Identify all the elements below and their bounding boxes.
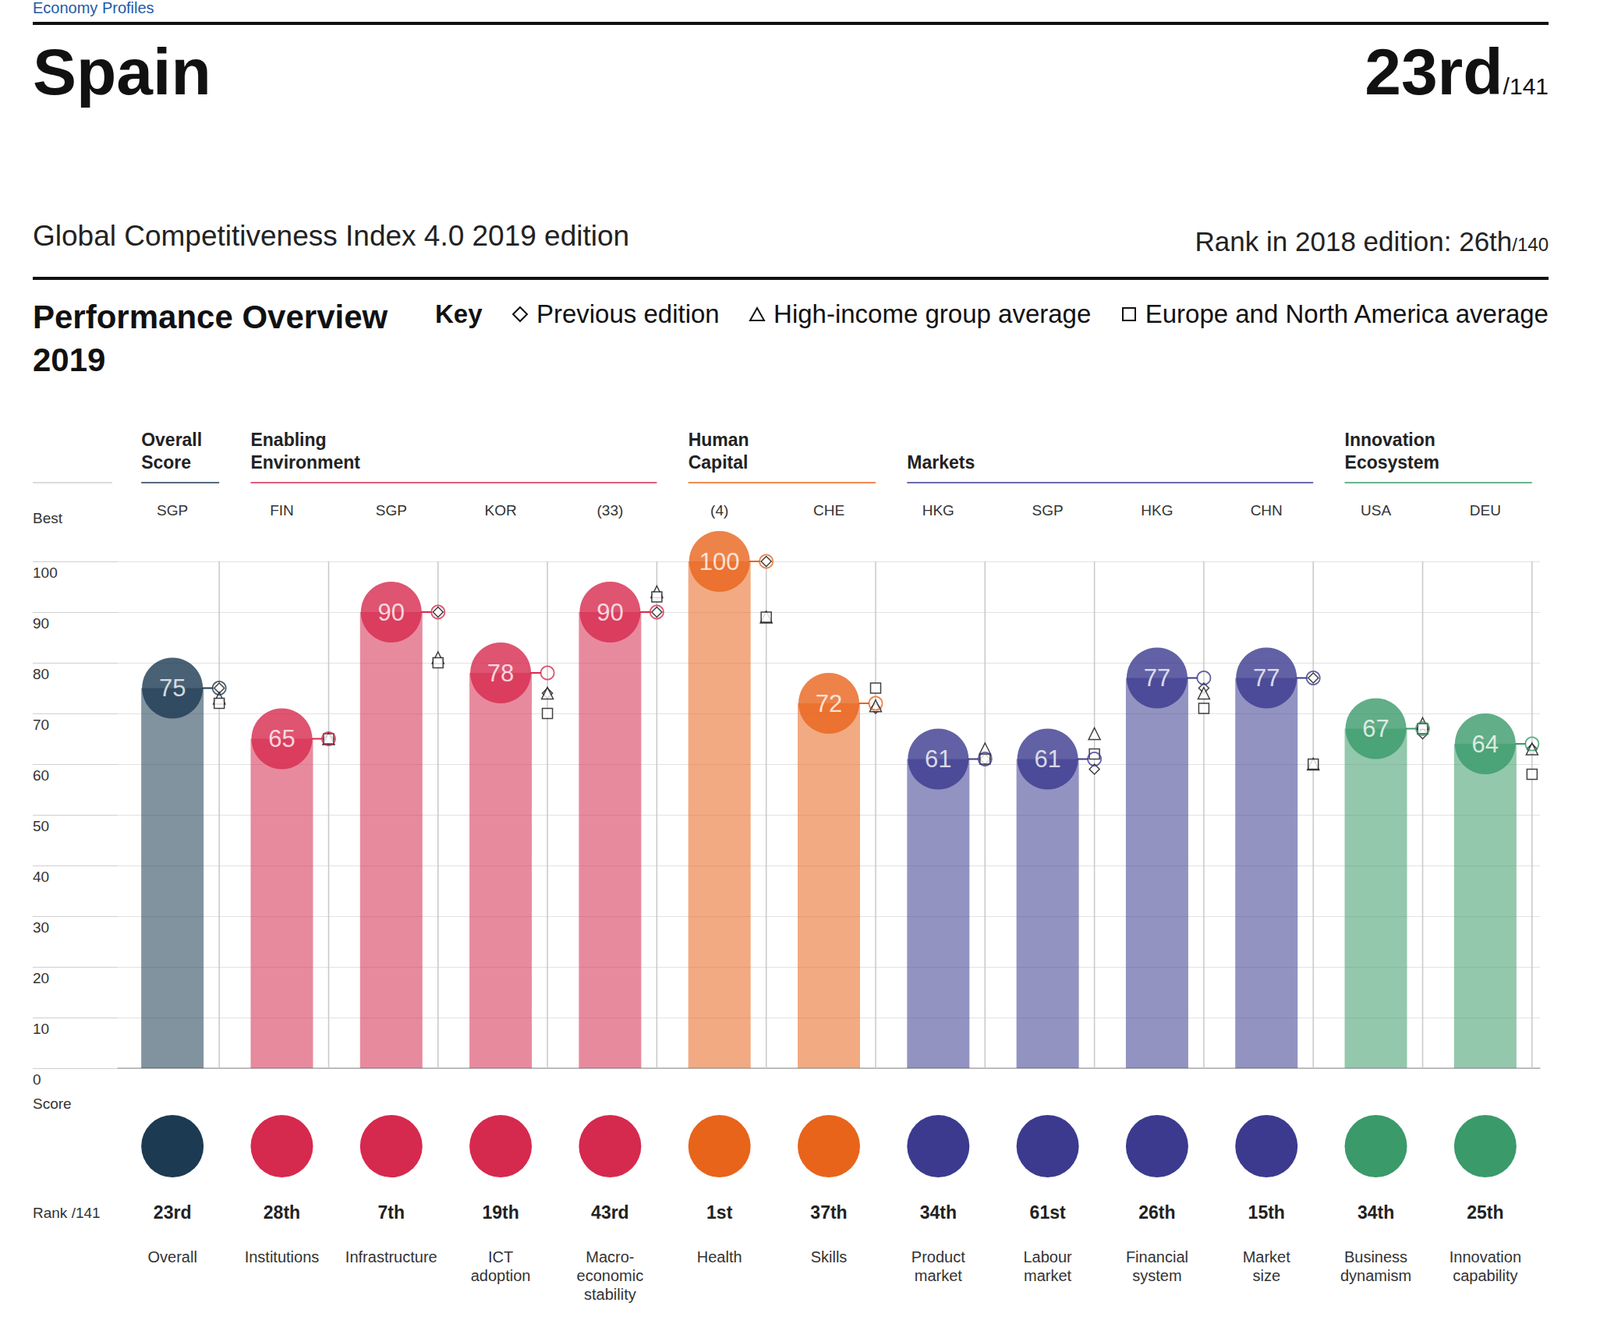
svg-text:size: size [1252,1267,1281,1285]
svg-text:67: 67 [1362,715,1389,743]
svg-text:20: 20 [32,969,50,987]
html-text:23rd: 23rd [1364,35,1504,109]
svg-text:60: 60 [32,767,50,784]
svg-text:28th: 28th [263,1202,301,1223]
svg-text:Market: Market [1242,1248,1292,1266]
svg-text:Product: Product [911,1248,966,1266]
svg-text:Score: Score [141,452,192,473]
svg-text:Rank /141: Rank /141 [32,1204,101,1222]
svg-text:0: 0 [32,1071,42,1088]
svg-text:1st: 1st [706,1202,733,1223]
svg-text:SGP: SGP [375,502,408,519]
svg-text:stability: stability [584,1285,637,1303]
svg-text:15th: 15th [1248,1202,1285,1223]
html-text:Performance Overview 2019: Performance Overview 2019 [32,298,388,378]
svg-text:61st: 61st [1030,1202,1066,1223]
svg-text:10: 10 [32,1020,50,1038]
svg-text:Financial: Financial [1125,1248,1189,1266]
svg-text:23rd: 23rd [153,1202,192,1223]
svg-text:90: 90 [32,615,50,632]
svg-text:50: 50 [32,817,50,835]
svg-text:Innovation: Innovation [1345,429,1436,450]
svg-text:Score: Score [32,1095,72,1112]
svg-text:Human: Human [688,429,750,450]
svg-text:Ecosystem: Ecosystem [1345,452,1440,473]
svg-text:FIN: FIN [269,502,294,519]
svg-text:Capital: Capital [688,452,749,473]
svg-text:Best: Best [32,509,64,527]
svg-text:CHE: CHE [813,502,845,519]
svg-text:Overall: Overall [147,1248,197,1266]
svg-text:Infrastructure: Infrastructure [345,1248,438,1266]
svg-text:25th: 25th [1466,1202,1504,1223]
svg-text:system: system [1132,1267,1182,1285]
svg-text:40: 40 [32,868,50,885]
html-text:Spain: Spain [32,35,212,109]
svg-text:capability: capability [1452,1267,1518,1285]
svg-text:market: market [914,1267,963,1285]
svg-text:CHN: CHN [1250,502,1283,519]
svg-text:7th: 7th [378,1202,405,1223]
svg-text:61: 61 [924,745,952,773]
svg-text:78: 78 [487,659,514,687]
svg-text:75: 75 [159,674,186,702]
svg-text:90: 90 [596,598,624,627]
html-text:Global Competitiveness Index 4: Global Competitiveness Index 4.0 2019 ed… [32,219,630,252]
svg-text:90: 90 [378,598,405,627]
svg-text:Business: Business [1344,1248,1408,1266]
svg-text:64: 64 [1472,730,1499,758]
svg-text:ICT: ICT [488,1248,514,1266]
svg-text:72: 72 [815,690,843,718]
svg-text:Markets: Markets [906,452,975,473]
svg-text:market: market [1023,1267,1073,1285]
svg-text:Overall: Overall [141,429,202,450]
svg-text:Labour: Labour [1023,1248,1073,1266]
svg-text:(4): (4) [710,502,729,519]
svg-text:Macro-: Macro- [585,1248,634,1266]
svg-text:34th: 34th [1357,1202,1395,1223]
html-text:Economy Profiles: Economy Profiles [32,0,155,17]
svg-text:77: 77 [1143,664,1171,692]
svg-text:100: 100 [699,548,740,576]
html-text:Rank in 2018 edition: 26th/140: Rank in 2018 edition: 26th/140 [1195,226,1549,257]
html-text:Key: Key [435,299,483,329]
svg-text:77: 77 [1253,664,1280,692]
svg-text:HKG: HKG [1140,502,1173,519]
svg-text:61: 61 [1033,745,1061,773]
html-text:/141: /141 [1503,73,1549,100]
svg-text:34th: 34th [920,1202,957,1223]
svg-text:USA: USA [1360,502,1392,519]
svg-text:economic: economic [576,1267,645,1285]
svg-text:(33): (33) [596,502,624,519]
svg-text:SGP: SGP [156,502,188,519]
svg-text:Innovation: Innovation [1449,1248,1522,1266]
svg-text:100: 100 [32,564,58,581]
svg-text:SGP: SGP [1032,502,1064,519]
svg-text:adoption: adoption [470,1267,531,1285]
svg-text:DEU: DEU [1469,502,1501,519]
svg-text:26th: 26th [1138,1202,1176,1223]
svg-text:Health: Health [697,1248,743,1266]
html-text:High-income group average: High-income group average [773,299,1092,329]
svg-text:80: 80 [32,665,50,683]
html-text:Previous edition: Previous edition [536,299,720,329]
svg-text:Institutions: Institutions [244,1248,320,1266]
svg-text:43rd: 43rd [591,1202,630,1223]
svg-text:Skills: Skills [810,1248,848,1266]
svg-text:dynamism: dynamism [1340,1267,1412,1285]
svg-text:70: 70 [32,716,50,733]
svg-text:KOR: KOR [484,502,517,519]
svg-text:Enabling: Enabling [250,429,326,450]
svg-text:Environment: Environment [250,452,361,473]
svg-text:19th: 19th [481,1202,519,1223]
svg-text:HKG: HKG [922,502,955,519]
svg-text:37th: 37th [810,1202,847,1223]
svg-text:30: 30 [32,919,50,936]
html-text:Europe and North America avera: Europe and North America average [1145,299,1549,329]
svg-text:65: 65 [268,725,295,753]
